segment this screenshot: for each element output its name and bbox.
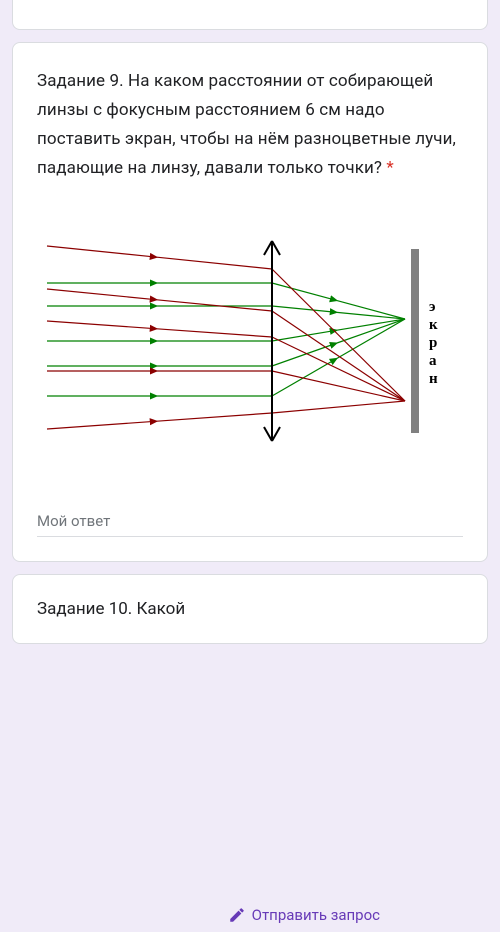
pencil-icon: [228, 906, 246, 924]
green-rays-refracted: [272, 283, 405, 396]
question-card-9: Задание 9. На каком расстоянии от собира…: [12, 42, 488, 562]
question-card-10: Задание 10. Какой: [12, 574, 488, 644]
lens-diagram: э к р а н: [37, 211, 463, 471]
question-10-text: Задание 10. Какой: [37, 599, 463, 619]
screen-label: э к р а н: [429, 299, 438, 387]
svg-text:к: к: [429, 317, 438, 333]
svg-text:а: а: [429, 353, 437, 369]
footer-action-text: Отправить запрос: [252, 906, 380, 924]
red-rays-refracted: [272, 269, 405, 413]
footer-action[interactable]: Отправить запрос: [228, 906, 380, 924]
answer-input[interactable]: Мой ответ: [37, 511, 463, 537]
red-rays-incident: [47, 246, 272, 429]
lens-svg: э к р а н: [37, 211, 447, 471]
svg-text:р: р: [429, 335, 437, 351]
svg-text:э: э: [429, 299, 435, 315]
svg-text:н: н: [429, 371, 438, 387]
required-marker: *: [386, 158, 393, 178]
answer-placeholder: Мой ответ: [37, 512, 110, 530]
previous-card-bottom: [12, 0, 488, 30]
question-text: Задание 9. На каком расстоянии от собира…: [37, 67, 463, 183]
